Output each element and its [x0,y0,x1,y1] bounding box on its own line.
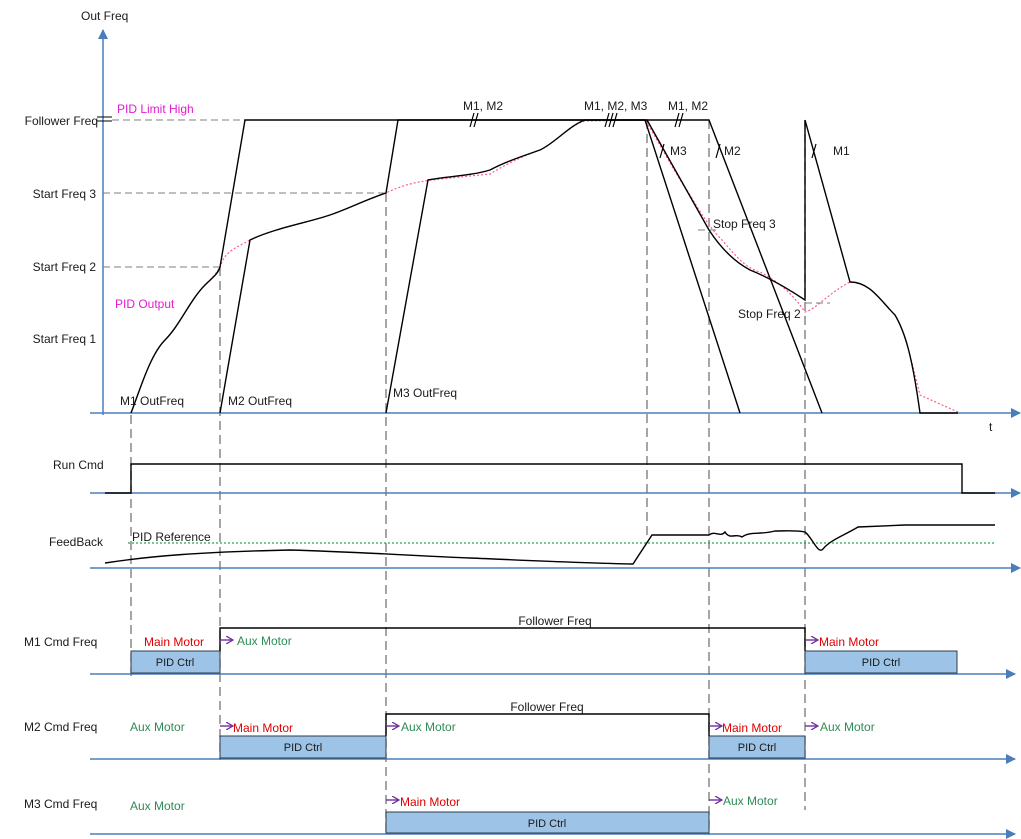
stop-freq-3-label: Stop Freq 3 [713,217,776,231]
m3-outfreq-label: M3 OutFreq [393,386,457,400]
m1-pid-ctrl-box-1 [130,650,221,674]
m2-pid-ctrl-box-2 [708,735,806,759]
m2-follower-freq-label: Follower Freq [510,700,583,714]
m3-pid-ctrl-text: PID Ctrl [528,818,567,830]
run-cmd-lane: Run Cmd [53,458,1021,498]
run-cmd-signal [105,463,995,494]
label-m1-m2-b: M1, M2 [668,99,708,113]
m2-cmd-lane: M2 Cmd Freq Aux Motor PID Ctrl PID Ctrl … [24,700,1016,764]
m1-outfreq-curve [130,119,741,414]
m2-cmd-label: M2 Cmd Freq [24,720,97,734]
pid-output-curve [130,119,961,414]
tick-start-freq-3: Start Freq 3 [33,187,97,201]
m1-pid-ctrl-text-2: PID Ctrl [862,657,901,669]
pid-reference-label: PID Reference [132,530,211,544]
m1-main-motor-label-1: Main Motor [144,635,204,649]
m1-main-motor-label-2: Main Motor [819,635,879,649]
m1-follower-freq-line [219,627,806,651]
m2-main-motor-label-1: Main Motor [233,721,293,735]
pid-limit-high-label: PID Limit High [117,102,194,116]
m2-pid-ctrl-text-1: PID Ctrl [284,742,323,754]
m1-cmd-label: M1 Cmd Freq [24,635,97,649]
m2-outfreq-label: M2 OutFreq [228,394,292,408]
y-axis-title: Out Freq [81,9,128,23]
m3-aux-motor-label-1: Aux Motor [130,799,185,813]
tick-start-freq-2: Start Freq 2 [33,260,97,274]
m2-main-motor-label-2: Main Motor [722,721,782,735]
m1-pid-ctrl-box-2 [804,650,958,674]
run-cmd-label: Run Cmd [53,458,104,472]
m2-pid-ctrl-box-1 [219,735,387,759]
m1-pid-ctrl-text-1: PID Ctrl [156,657,195,669]
m3-cmd-label: M3 Cmd Freq [24,797,97,811]
m2-aux-motor-label-2: Aux Motor [401,720,456,734]
tick-follower-freq: Follower Freq [25,114,98,128]
label-m1: M1 [833,144,850,158]
label-m1-m2-m3: M1, M2, M3 [584,99,648,113]
m3-main-motor-label: Main Motor [400,795,460,809]
m2-aux-motor-label-3: Aux Motor [820,720,875,734]
tick-start-freq-1: Start Freq 1 [33,332,97,346]
stop-freq-2-label: Stop Freq 2 [738,307,801,321]
m3-outfreq-curve [385,119,958,414]
pid-output-label: PID Output [115,297,175,311]
feedback-signal [104,524,995,565]
m1-outfreq-label: M1 OutFreq [120,394,184,408]
m1-aux-motor-label: Aux Motor [237,634,292,648]
m2-follower-freq-line [385,713,710,736]
label-m1-m2-a: M1, M2 [463,99,503,113]
break-marks [469,112,817,159]
m1-cmd-lane: M1 Cmd Freq PID Ctrl PID Ctrl Follower F… [24,614,1016,679]
m3-pid-ctrl-box [385,811,710,834]
m3-cmd-lane: M3 Cmd Freq Aux Motor PID Ctrl Main Moto… [24,794,1016,839]
x-axis-title: t [989,420,993,434]
m1-follower-freq-label: Follower Freq [518,614,591,628]
label-m2: M2 [724,144,741,158]
feedback-label: FeedBack [49,535,104,549]
m3-aux-motor-label-2: Aux Motor [723,794,778,808]
m2-aux-motor-label-1: Aux Motor [130,720,185,734]
label-m3: M3 [670,144,687,158]
out-freq-plot: Out Freq t Follower Freq Start Freq 3 St… [25,9,1021,835]
feedback-lane: FeedBack PID Reference [49,524,1021,573]
m2-outfreq-curve [219,119,823,414]
m2-pid-ctrl-text-2: PID Ctrl [738,742,777,754]
